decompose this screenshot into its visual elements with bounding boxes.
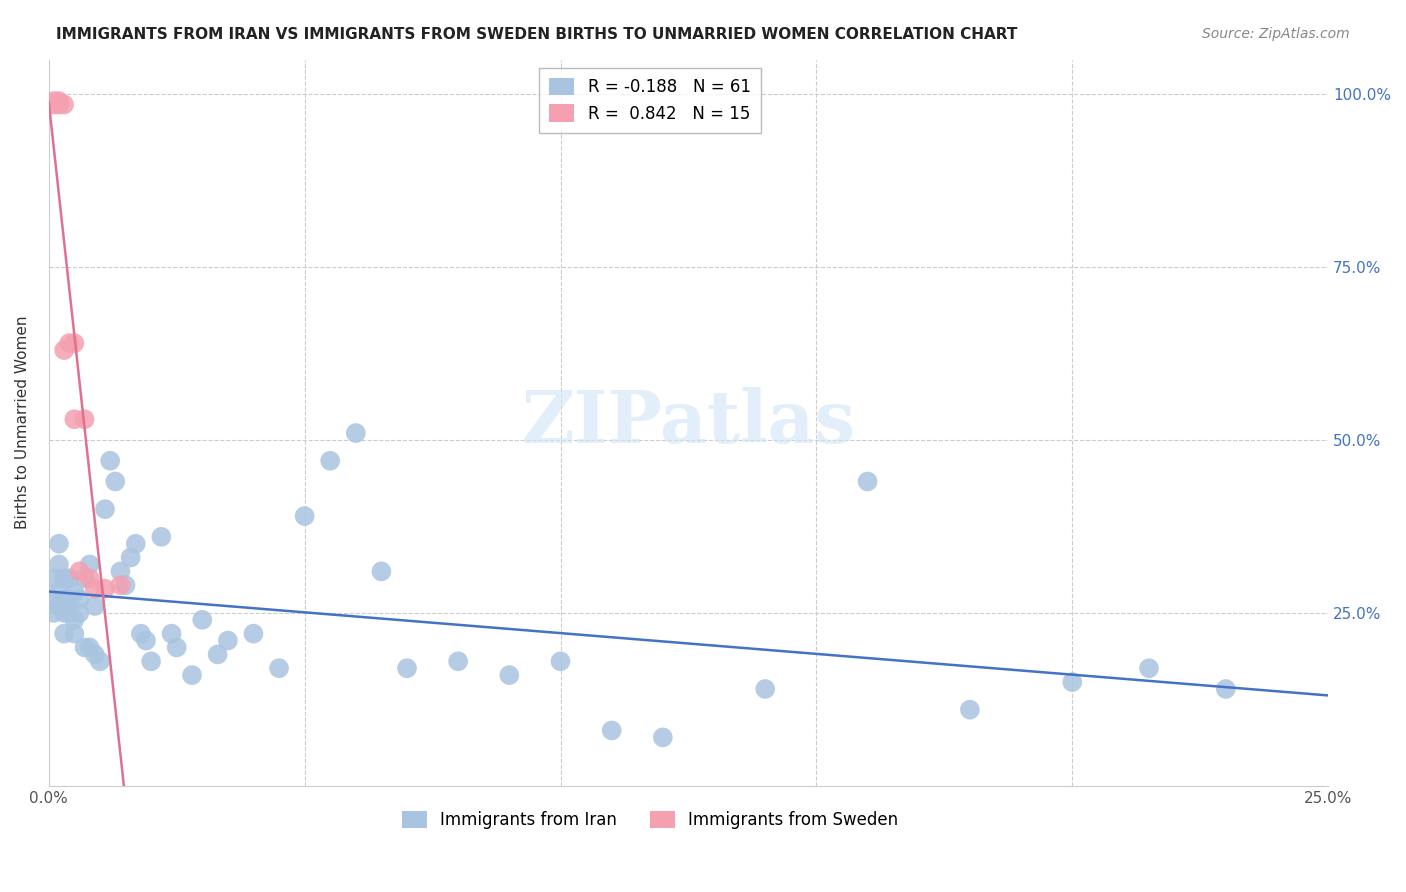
Immigrants from Iran [114, 578, 136, 592]
Immigrants from Iran [1062, 675, 1084, 690]
Immigrants from Sweden [63, 336, 86, 351]
Immigrants from Iran [370, 565, 392, 579]
Immigrants from Iran [79, 558, 101, 572]
Immigrants from Iran [53, 626, 76, 640]
Text: Source: ZipAtlas.com: Source: ZipAtlas.com [1202, 27, 1350, 41]
Immigrants from Iran [48, 599, 70, 613]
Immigrants from Sweden [69, 565, 91, 579]
Immigrants from Sweden [94, 582, 117, 596]
Immigrants from Iran [160, 626, 183, 640]
Immigrants from Iran [395, 661, 418, 675]
Immigrants from Iran [150, 530, 173, 544]
Immigrants from Iran [166, 640, 188, 655]
Immigrants from Sweden [110, 578, 132, 592]
Immigrants from Iran [58, 571, 80, 585]
Immigrants from Iran [600, 723, 623, 738]
Immigrants from Iran [53, 571, 76, 585]
Immigrants from Iran [69, 606, 91, 620]
Immigrants from Iran [42, 606, 65, 620]
Immigrants from Iran [98, 454, 121, 468]
Immigrants from Sweden [58, 336, 80, 351]
Immigrants from Iran [344, 426, 367, 441]
Immigrants from Iran [191, 613, 214, 627]
Immigrants from Iran [181, 668, 204, 682]
Immigrants from Iran [42, 592, 65, 607]
Immigrants from Sweden [42, 94, 65, 108]
Immigrants from Iran [42, 571, 65, 585]
Text: IMMIGRANTS FROM IRAN VS IMMIGRANTS FROM SWEDEN BIRTHS TO UNMARRIED WOMEN CORRELA: IMMIGRANTS FROM IRAN VS IMMIGRANTS FROM … [56, 27, 1018, 42]
Immigrants from Iran [110, 565, 132, 579]
Immigrants from Iran [53, 606, 76, 620]
Immigrants from Sweden [73, 412, 96, 426]
Immigrants from Sweden [53, 97, 76, 112]
Immigrants from Iran [1137, 661, 1160, 675]
Immigrants from Iran [73, 571, 96, 585]
Immigrants from Iran [120, 550, 142, 565]
Immigrants from Iran [294, 509, 316, 524]
Immigrants from Iran [104, 475, 127, 489]
Immigrants from Iran [79, 640, 101, 655]
Immigrants from Iran [651, 731, 673, 745]
Immigrants from Iran [73, 640, 96, 655]
Legend: Immigrants from Iran, Immigrants from Sweden: Immigrants from Iran, Immigrants from Sw… [395, 804, 905, 836]
Immigrants from Iran [63, 613, 86, 627]
Immigrants from Iran [63, 585, 86, 599]
Immigrants from Iran [58, 606, 80, 620]
Immigrants from Iran [319, 454, 342, 468]
Immigrants from Iran [135, 633, 157, 648]
Immigrants from Iran [959, 703, 981, 717]
Immigrants from Sweden [53, 343, 76, 357]
Immigrants from Iran [83, 648, 105, 662]
Immigrants from Iran [267, 661, 290, 675]
Immigrants from Iran [94, 502, 117, 516]
Immigrants from Iran [550, 654, 572, 668]
Immigrants from Sweden [83, 582, 105, 596]
Immigrants from Iran [139, 654, 162, 668]
Immigrants from Iran [48, 537, 70, 551]
Immigrants from Sweden [42, 97, 65, 112]
Immigrants from Iran [58, 592, 80, 607]
Immigrants from Iran [48, 585, 70, 599]
Immigrants from Sweden [79, 571, 101, 585]
Immigrants from Iran [1215, 681, 1237, 696]
Immigrants from Iran [447, 654, 470, 668]
Immigrants from Iran [125, 537, 148, 551]
Immigrants from Sweden [63, 412, 86, 426]
Immigrants from Iran [856, 475, 879, 489]
Immigrants from Iran [217, 633, 239, 648]
Immigrants from Iran [63, 626, 86, 640]
Immigrants from Iran [207, 648, 229, 662]
Immigrants from Sweden [48, 94, 70, 108]
Y-axis label: Births to Unmarried Women: Births to Unmarried Women [15, 316, 30, 530]
Text: ZIPatlas: ZIPatlas [522, 387, 855, 458]
Immigrants from Iran [129, 626, 152, 640]
Immigrants from Iran [242, 626, 264, 640]
Immigrants from Iran [498, 668, 520, 682]
Immigrants from Iran [69, 592, 91, 607]
Immigrants from Iran [83, 599, 105, 613]
Immigrants from Iran [89, 654, 111, 668]
Immigrants from Iran [48, 558, 70, 572]
Immigrants from Iran [754, 681, 776, 696]
Immigrants from Iran [53, 592, 76, 607]
Immigrants from Sweden [48, 97, 70, 112]
